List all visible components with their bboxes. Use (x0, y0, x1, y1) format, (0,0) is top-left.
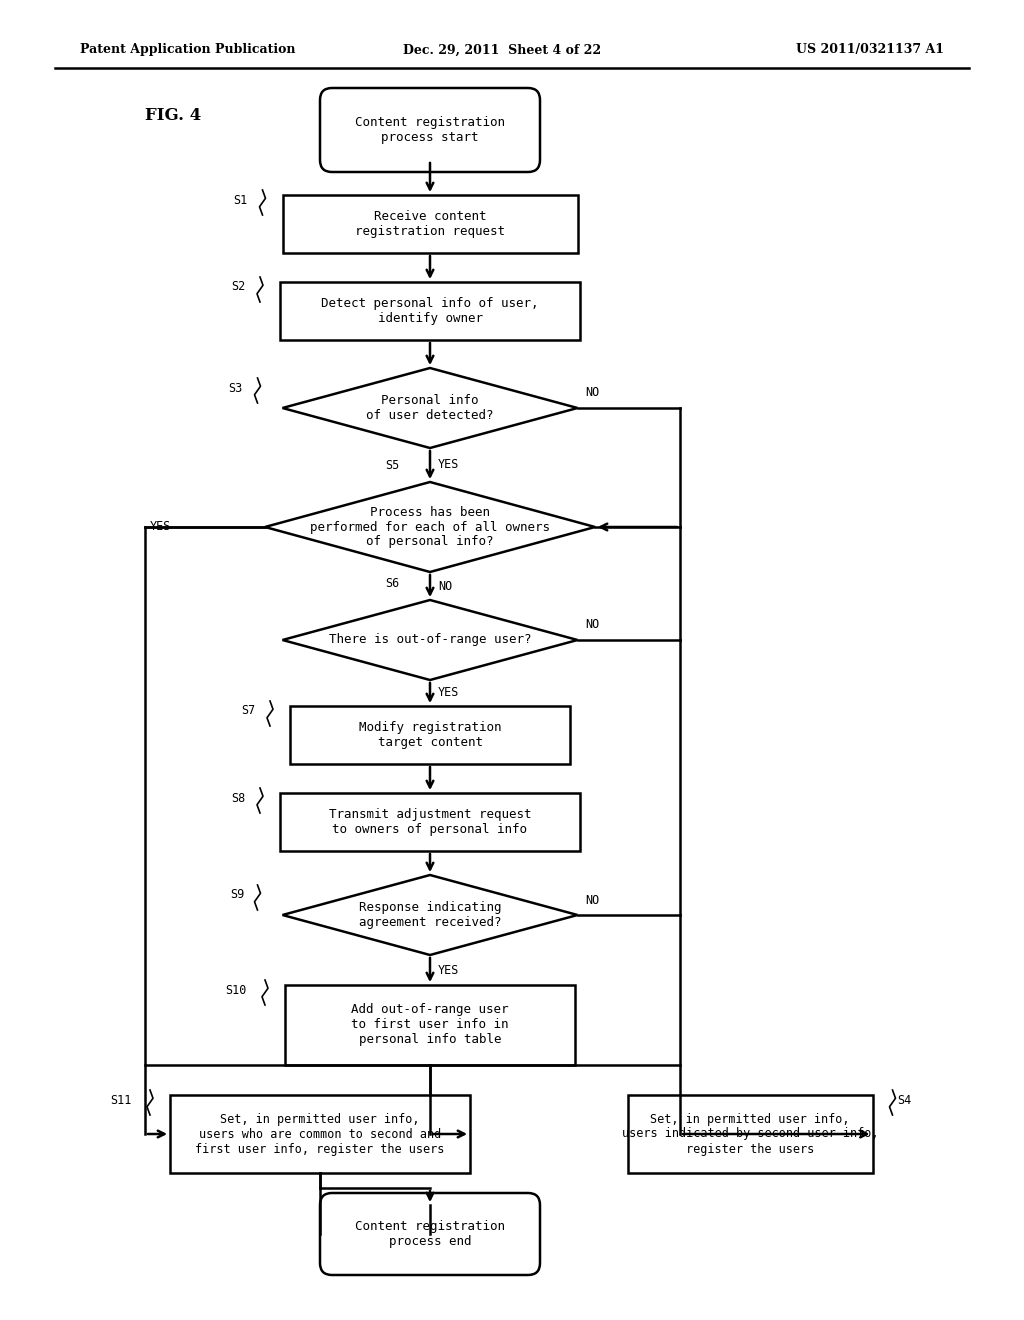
Bar (628, 1096, 872, 1173)
Text: YES: YES (150, 520, 171, 533)
Text: Set, in permitted user info,
users who are common to second and
first user info,: Set, in permitted user info, users who a… (196, 1113, 444, 1155)
Text: YES: YES (438, 686, 460, 700)
Text: NO: NO (586, 619, 600, 631)
Bar (170, 1096, 470, 1173)
Text: There is out-of-range user?: There is out-of-range user? (329, 634, 531, 647)
Text: NO: NO (586, 894, 600, 907)
Text: S6: S6 (386, 577, 400, 590)
Text: S7: S7 (241, 705, 255, 718)
Text: Dec. 29, 2011  Sheet 4 of 22: Dec. 29, 2011 Sheet 4 of 22 (402, 44, 601, 57)
Text: Personal info
of user detected?: Personal info of user detected? (367, 393, 494, 422)
Text: S11: S11 (111, 1093, 132, 1106)
Polygon shape (265, 482, 595, 572)
Text: S1: S1 (233, 194, 248, 206)
Text: NO: NO (438, 579, 453, 593)
Bar (283, 195, 578, 253)
Polygon shape (283, 368, 578, 447)
Text: Process has been
performed for each of all owners
of personal info?: Process has been performed for each of a… (310, 506, 550, 549)
Text: S2: S2 (230, 281, 245, 293)
Text: S8: S8 (230, 792, 245, 804)
Bar (285, 985, 575, 1065)
Polygon shape (283, 601, 578, 680)
Text: Set, in permitted user info,
users indicated by second user info,
register the u: Set, in permitted user info, users indic… (622, 1113, 879, 1155)
Text: Patent Application Publication: Patent Application Publication (80, 44, 296, 57)
Text: Detect personal info of user,
identify owner: Detect personal info of user, identify o… (322, 297, 539, 325)
Text: Modify registration
target content: Modify registration target content (358, 721, 502, 748)
Text: Content registration
process end: Content registration process end (355, 1220, 505, 1247)
Text: Receive content
registration request: Receive content registration request (355, 210, 505, 238)
Text: YES: YES (438, 964, 460, 977)
FancyBboxPatch shape (319, 88, 540, 172)
Text: NO: NO (586, 387, 600, 400)
Bar (280, 282, 580, 341)
Text: Response indicating
agreement received?: Response indicating agreement received? (358, 902, 502, 929)
Text: S10: S10 (225, 983, 247, 997)
Text: Content registration
process start: Content registration process start (355, 116, 505, 144)
Text: S4: S4 (897, 1093, 911, 1106)
FancyBboxPatch shape (319, 1193, 540, 1275)
Text: FIG. 4: FIG. 4 (145, 107, 202, 124)
Text: Transmit adjustment request
to owners of personal info: Transmit adjustment request to owners of… (329, 808, 531, 836)
Text: S5: S5 (386, 459, 400, 473)
Bar (290, 706, 570, 764)
Text: Add out-of-range user
to first user info in
personal info table: Add out-of-range user to first user info… (351, 1003, 509, 1047)
Text: S3: S3 (228, 381, 243, 395)
Bar (280, 793, 580, 851)
Text: US 2011/0321137 A1: US 2011/0321137 A1 (796, 44, 944, 57)
Text: S9: S9 (230, 888, 245, 902)
Text: YES: YES (438, 458, 460, 471)
Polygon shape (283, 875, 578, 954)
